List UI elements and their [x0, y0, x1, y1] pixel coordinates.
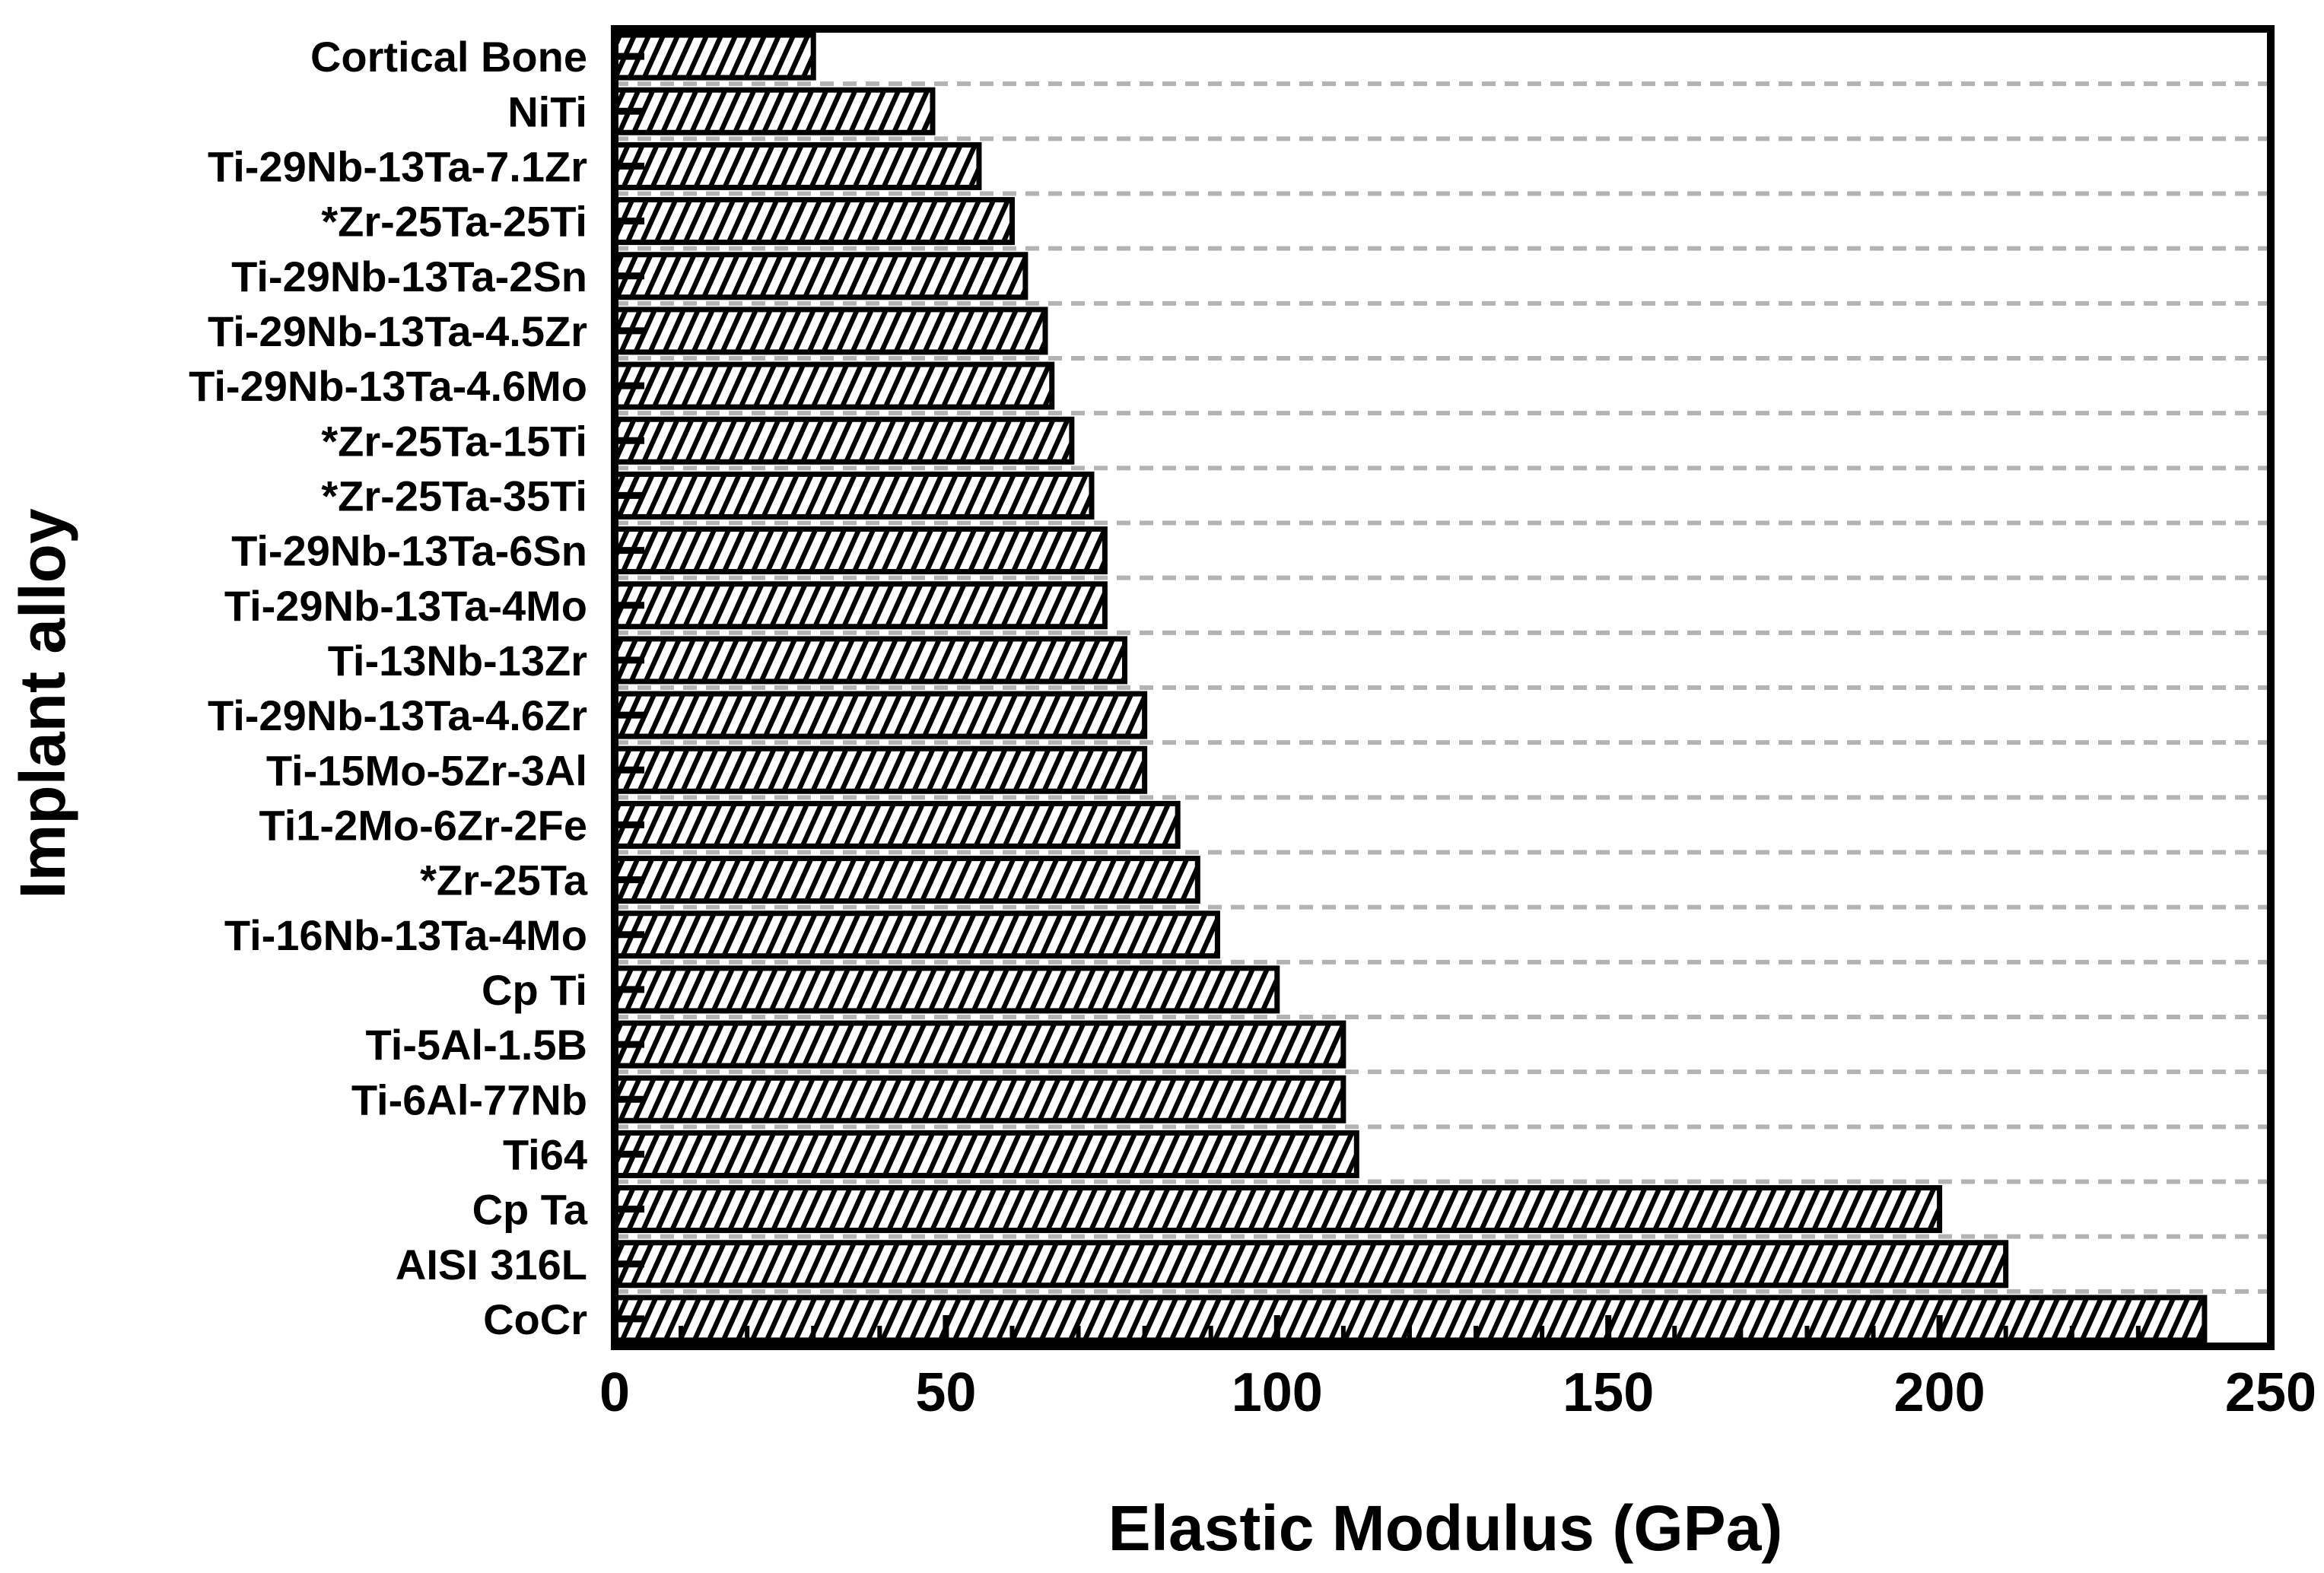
bar	[612, 1075, 1346, 1123]
category-label: Ti-15Mo-5Zr-3Al	[266, 746, 587, 794]
bar	[612, 87, 936, 135]
category-label: Ti64	[503, 1130, 587, 1178]
bar	[612, 32, 816, 81]
bar	[612, 141, 982, 190]
category-labels: Cortical Bone NiTi Ti-29Nb-13Ta-7.1Zr *Zr-2…	[189, 33, 588, 1343]
category-label: Ti1-2Mo-6Zr-2Fe	[259, 801, 587, 849]
category-label: Ti-29Nb-13Ta-2Sn	[231, 253, 587, 300]
bar	[612, 581, 1108, 630]
category-label: NiTi	[507, 87, 587, 135]
category-label: AISI 316L	[396, 1241, 587, 1289]
category-label: *Zr-25Ta	[420, 856, 588, 904]
x-tick-label: 150	[1563, 1362, 1654, 1423]
y-axis-title: Implant alloy	[7, 508, 78, 899]
bar	[612, 1020, 1346, 1069]
axis-ticks	[612, 52, 2274, 1343]
category-label: Ti-16Nb-13Ta-4Mo	[224, 911, 587, 959]
category-label: Ti-13Nb-13Zr	[328, 637, 587, 685]
bar	[612, 307, 1048, 355]
bar	[612, 526, 1108, 575]
x-tick-label: 250	[2225, 1362, 2316, 1423]
x-tick-label: 50	[915, 1362, 976, 1423]
category-label: Cp Ti	[482, 966, 587, 1014]
category-label: CoCr	[483, 1295, 587, 1343]
bar	[612, 252, 1028, 300]
bar	[612, 856, 1200, 904]
category-label: *Zr-25Ta-35Ti	[321, 472, 587, 520]
category-label: *Zr-25Ta-25Ti	[321, 198, 587, 246]
bar	[612, 1240, 2009, 1289]
bar	[612, 745, 1148, 794]
bar	[612, 416, 1075, 465]
category-label: Ti-5Al-1.5B	[366, 1021, 587, 1069]
x-tick-labels: 0 50 100 150 200 250	[599, 1362, 2316, 1423]
category-label: Ti-29Nb-13Ta-4.6Zr	[208, 691, 587, 739]
category-label: Ti-29Nb-13Ta-6Sn	[231, 527, 587, 575]
bar	[612, 197, 1015, 246]
category-label: *Zr-25Ta-15Ti	[321, 417, 587, 465]
x-axis-title: Elastic Modulus (GPa)	[1108, 1492, 1783, 1564]
bar	[612, 361, 1055, 410]
category-label: Ti-6Al-77Nb	[351, 1076, 587, 1123]
category-label: Cortical Bone	[310, 33, 587, 81]
x-tick-label: 200	[1894, 1362, 1985, 1423]
category-label: Ti-29Nb-13Ta-7.1Zr	[208, 142, 587, 190]
plot-frame	[611, 25, 2275, 1350]
bar	[612, 636, 1128, 685]
x-tick-label: 0	[599, 1362, 630, 1423]
x-tick-label: 100	[1232, 1362, 1323, 1423]
bar	[612, 800, 1181, 849]
category-label: Ti-29Nb-13Ta-4Mo	[224, 582, 587, 630]
category-label: Cp Ta	[472, 1186, 588, 1234]
category-label: Ti-29Nb-13Ta-4.5Zr	[208, 307, 587, 355]
gridlines	[615, 81, 2271, 1294]
bar	[612, 1130, 1359, 1178]
category-label: Ti-29Nb-13Ta-4.6Mo	[189, 362, 587, 410]
bar	[612, 1185, 1943, 1234]
bar	[612, 965, 1280, 1014]
bar	[612, 910, 1220, 959]
bar	[612, 471, 1095, 520]
bar	[612, 691, 1148, 739]
